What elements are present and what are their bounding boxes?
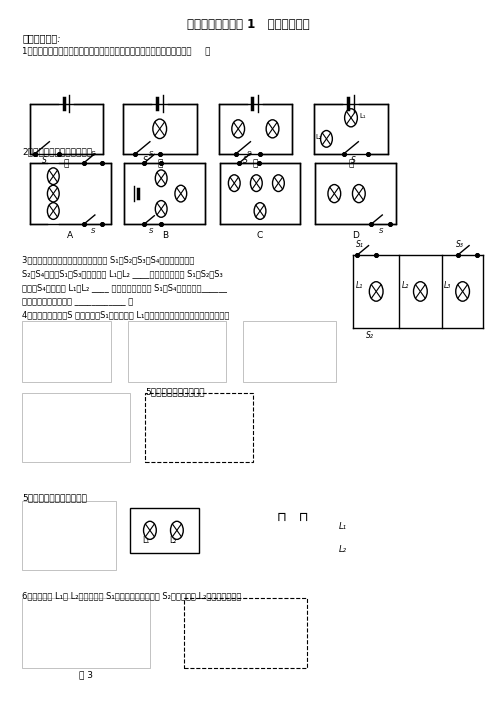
Text: B: B xyxy=(162,230,168,239)
Bar xyxy=(220,163,301,224)
Text: S: S xyxy=(91,151,96,157)
Text: C: C xyxy=(257,230,263,239)
Bar xyxy=(243,321,336,383)
Text: 4、图中两灯并联，S 是总开关，S₁只控制灯泡 L₁，请将所缺的导线补上，并画出电路图: 4、图中两灯并联，S 是总开关，S₁只控制灯泡 L₁，请将所缺的导线补上，并画出… xyxy=(22,310,230,319)
Text: 6、图中灯泡 L₁和 L₂并联，开关 S₁同时控制两灯，开关 S₂只控制灯泡 L₂，并画出电路图: 6、图中灯泡 L₁和 L₂并联，开关 S₁同时控制两灯，开关 S₂只控制灯泡 L… xyxy=(22,591,242,600)
Text: 初二科学专题复习 1   电路、电路图: 初二科学专题复习 1 电路、电路图 xyxy=(186,18,310,31)
Text: 2、判断下列电路的连接方式: 2、判断下列电路的连接方式 xyxy=(22,147,93,157)
Text: S₂: S₂ xyxy=(367,331,374,340)
Bar xyxy=(219,104,292,154)
Bar xyxy=(124,163,205,224)
Text: S: S xyxy=(142,156,147,165)
Text: 乙: 乙 xyxy=(157,159,162,168)
Text: A: A xyxy=(67,230,73,239)
Text: S₃: S₃ xyxy=(456,239,464,249)
Text: S: S xyxy=(42,156,47,165)
Text: ⊓   ⊓: ⊓ ⊓ xyxy=(277,511,309,524)
Text: L₂: L₂ xyxy=(170,536,177,545)
Bar xyxy=(22,393,130,463)
Text: D: D xyxy=(352,230,359,239)
Text: S: S xyxy=(351,156,356,165)
Bar xyxy=(22,501,116,571)
Text: S: S xyxy=(149,151,153,157)
Text: S: S xyxy=(149,227,153,234)
Text: 闭合，S₄断开则灯 L₁、L₂ ____ 联。如果同时闭合 S₁、S₄，则电路为______: 闭合，S₄断开则灯 L₁、L₂ ____ 联。如果同时闭合 S₁、S₄，则电路为… xyxy=(22,283,227,292)
Bar xyxy=(22,321,111,383)
Text: 一、课堂练习:: 一、课堂练习: xyxy=(22,33,61,43)
Text: 图 3: 图 3 xyxy=(79,670,93,679)
Text: S₂、S₄闭合，S₁、S₃断开，则灯 L₁、L₂ ____联。如果将开关 S₁、S₂、S₃: S₂、S₄闭合，S₁、S₃断开，则灯 L₁、L₂ ____联。如果将开关 S₁、… xyxy=(22,269,223,278)
Text: 甲: 甲 xyxy=(64,159,69,168)
Text: L₁: L₁ xyxy=(356,281,363,290)
Bar xyxy=(314,104,388,154)
Bar xyxy=(123,104,196,154)
Bar xyxy=(314,163,396,224)
Text: 1、在如图所示的四个电路图中，符合电路基本组成条件且连接正确的是（     ）: 1、在如图所示的四个电路图中，符合电路基本组成条件且连接正确的是（ ） xyxy=(22,46,211,55)
Bar xyxy=(30,104,103,154)
Bar xyxy=(22,598,150,668)
Text: L₁: L₁ xyxy=(142,536,150,545)
Bar xyxy=(128,321,226,383)
Text: S: S xyxy=(243,156,248,165)
Text: S: S xyxy=(378,227,383,234)
Bar xyxy=(130,508,199,553)
Text: 丙: 丙 xyxy=(252,159,258,168)
Text: L₂: L₂ xyxy=(315,134,322,140)
Text: L₂: L₂ xyxy=(401,281,409,290)
Text: L₁: L₁ xyxy=(339,522,347,531)
Bar xyxy=(184,598,307,668)
Text: 路，可能出现的后果是 ____________ 。: 路，可能出现的后果是 ____________ 。 xyxy=(22,297,133,305)
Text: L₁: L₁ xyxy=(360,113,367,119)
Text: S: S xyxy=(91,227,96,234)
Text: 丁: 丁 xyxy=(348,159,354,168)
Text: S₁: S₁ xyxy=(356,239,364,249)
Text: L₃: L₃ xyxy=(444,281,451,290)
Bar xyxy=(30,163,111,224)
Text: 5、根据实物图画电路图: 5、根据实物图画电路图 xyxy=(145,388,204,396)
Text: 3、在如图所示的电路中，有四个开关 S₁、S₂、S₃、S₄。如果仅将开关: 3、在如图所示的电路中，有四个开关 S₁、S₂、S₃、S₄。如果仅将开关 xyxy=(22,255,195,264)
Text: S: S xyxy=(247,151,251,157)
Text: L₂: L₂ xyxy=(339,545,347,554)
Text: 5、根据电路图连接实物图: 5、根据电路图连接实物图 xyxy=(22,494,87,503)
Bar xyxy=(145,393,253,463)
